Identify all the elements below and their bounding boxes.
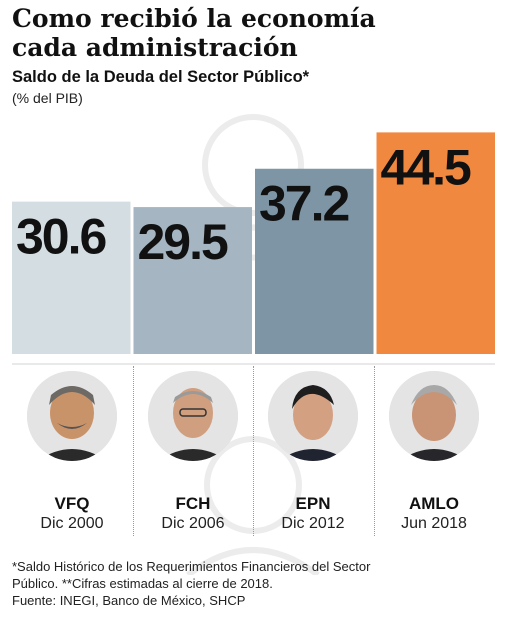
title-line-2: cada administración xyxy=(12,33,298,62)
bar-amlo xyxy=(376,132,495,354)
person-date: Dic 2006 xyxy=(161,515,225,532)
portrait-icon xyxy=(389,371,479,461)
person-date: Dic 2000 xyxy=(40,515,104,532)
person-date: Dic 2012 xyxy=(281,515,345,532)
source-line: Fuente: INEGI, Banco de México, SHCP xyxy=(12,593,246,608)
chart-title: Como recibió la economía cada administra… xyxy=(12,4,492,62)
footnote-line: Público. **Cifras estimadas al cierre de… xyxy=(12,576,273,591)
portrait-icon xyxy=(148,371,238,461)
chart-units: (% del PIB) xyxy=(12,90,83,106)
person-amlo: AMLO Jun 2018 xyxy=(375,366,493,536)
person-date: Jun 2018 xyxy=(401,515,467,532)
person-name: AMLO xyxy=(408,494,460,513)
bar-value-label: 30.6 xyxy=(16,209,106,265)
footnotes: *Saldo Histórico de los Requerimientos F… xyxy=(12,558,482,609)
person-name: FCH xyxy=(175,494,211,513)
bar-epn xyxy=(255,168,374,354)
bar-value-label: 29.5 xyxy=(138,214,229,270)
bar-value-label: 37.2 xyxy=(259,176,349,232)
person-epn: EPN Dic 2012 xyxy=(254,366,372,536)
bar-chart: 30.6 29.5 37.2 44.5 xyxy=(12,132,495,354)
person-fch: FCH Dic 2006 xyxy=(134,366,252,536)
column-divider xyxy=(374,366,375,536)
portrait-icon xyxy=(268,371,358,461)
bar-fch xyxy=(133,207,252,354)
chart-subtitle: Saldo de la Deuda del Sector Público* xyxy=(12,68,310,86)
person-vfq: VFQ Dic 2000 xyxy=(13,366,131,536)
column-divider xyxy=(133,366,134,536)
person-name: EPN xyxy=(295,494,331,513)
person-name: VFQ xyxy=(54,494,90,513)
bar-vfq xyxy=(12,201,131,354)
title-line-1: Como recibió la economía xyxy=(12,4,376,33)
column-divider xyxy=(253,366,254,536)
portrait-icon xyxy=(27,371,117,461)
bar-value-label: 44.5 xyxy=(381,139,472,195)
footnote-line: *Saldo Histórico de los Requerimientos F… xyxy=(12,559,371,574)
chart-baseline xyxy=(12,363,495,365)
